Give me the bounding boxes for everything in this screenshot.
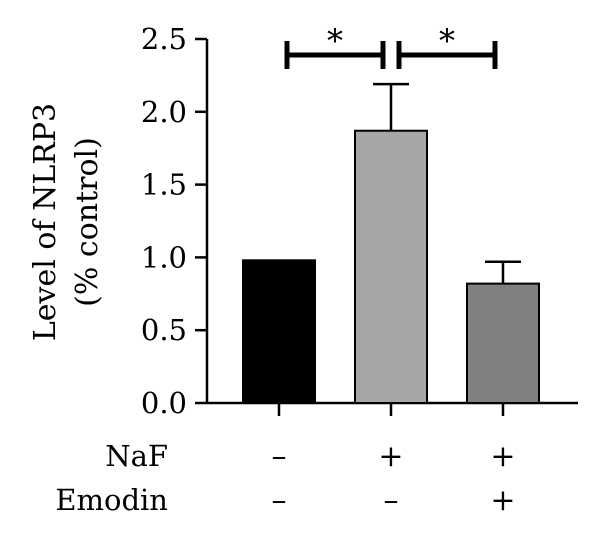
bar (242, 259, 316, 405)
treatment-mark: – (272, 483, 287, 518)
significance-label: * (439, 22, 455, 60)
treatment-mark: + (490, 483, 515, 518)
y-tick-label: 0.5 (141, 313, 187, 347)
treatment-row-label: NaF (105, 439, 168, 473)
treatment-mark: – (272, 439, 287, 474)
y-axis-label: Level of NLRP3 (28, 103, 63, 341)
y-axis-label-unit: (% control) (70, 137, 105, 307)
y-tick-label: 2.0 (141, 95, 187, 129)
y-tick-label: 0.0 (141, 386, 187, 420)
significance-label: * (327, 22, 343, 60)
y-tick-label: 1.0 (141, 240, 187, 274)
treatment-row-label: Emodin (55, 483, 168, 517)
plot-area: 0.0 0.5 1.0 1.5 2.0 2.5 * * NaF – + + Emodin – – + (55, 22, 578, 518)
bar (466, 282, 540, 404)
treatment-mark: – (384, 483, 399, 518)
treatment-mark: + (490, 439, 515, 474)
y-tick-label: 2.5 (141, 22, 187, 56)
treatment-mark: + (378, 439, 403, 474)
bar (354, 129, 428, 404)
y-tick-label: 1.5 (141, 168, 187, 202)
